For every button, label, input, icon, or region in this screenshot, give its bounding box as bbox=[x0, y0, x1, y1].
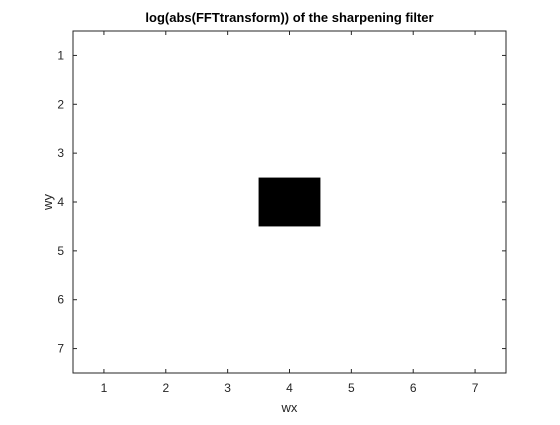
y-tick-label: 3 bbox=[57, 146, 64, 160]
heatmap-cell bbox=[258, 177, 321, 227]
cells-layer bbox=[258, 177, 321, 227]
x-tick-label: 6 bbox=[410, 381, 417, 395]
y-tick-label: 6 bbox=[57, 293, 64, 307]
x-tick-label: 5 bbox=[348, 381, 355, 395]
y-tick-label: 5 bbox=[57, 244, 64, 258]
y-tick-label: 4 bbox=[57, 195, 64, 209]
x-tick-label: 2 bbox=[162, 381, 169, 395]
x-tick-label: 7 bbox=[472, 381, 479, 395]
x-axis-label: wx bbox=[281, 400, 298, 415]
y-tick-label: 7 bbox=[57, 342, 64, 356]
y-axis-label: wy bbox=[40, 194, 55, 211]
y-tick-label: 2 bbox=[57, 97, 64, 111]
x-tick-label: 1 bbox=[101, 381, 108, 395]
x-tick-label: 4 bbox=[286, 381, 293, 395]
y-ticks: 1 2 3 4 5 6 7 bbox=[57, 48, 506, 356]
x-ticks: 1 2 3 4 5 6 7 bbox=[101, 31, 479, 395]
y-tick-label: 1 bbox=[57, 48, 64, 62]
x-tick-label: 3 bbox=[224, 381, 231, 395]
chart-title: log(abs(FFTtransform)) of the sharpening… bbox=[145, 10, 433, 25]
